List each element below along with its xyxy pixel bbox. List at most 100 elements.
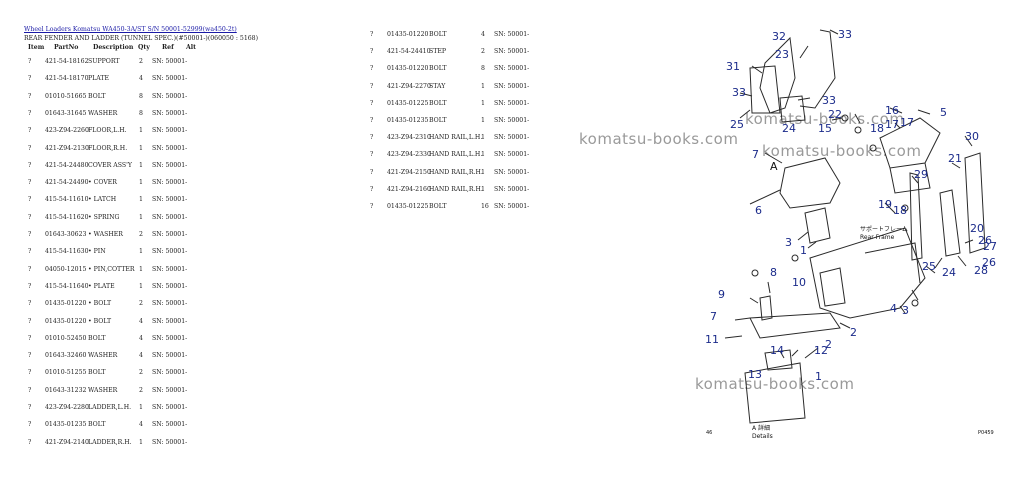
cell-item: ? <box>28 386 32 394</box>
cell-qty: 1 <box>139 265 143 273</box>
cell-description: BOLT <box>429 203 447 210</box>
callout-number: 26 <box>978 234 992 247</box>
callout-number: 19 <box>878 198 892 211</box>
cell-qty: 1 <box>139 127 143 135</box>
cell-partno: 01010-51255 <box>45 369 87 377</box>
callout-number: 16 <box>885 104 899 117</box>
callout-number: 17 <box>900 116 914 129</box>
figure-code: P0459 <box>978 430 994 436</box>
cell-qty: 1 <box>481 82 485 90</box>
cell-item: ? <box>370 185 374 193</box>
cell-qty: 8 <box>481 65 485 73</box>
callout-number: 25 <box>730 118 744 131</box>
cell-partno: 421-54-24480 <box>45 161 89 169</box>
cell-ref: SN: 50001- <box>152 161 188 169</box>
cell-partno: 01010-52450 <box>45 334 87 342</box>
frame-label-jp: サポートフレーム <box>860 225 908 233</box>
cell-description: • PLATE <box>88 282 115 290</box>
cell-ref: SN: 50001- <box>494 99 530 107</box>
cell-ref: SN: 50001- <box>494 31 530 38</box>
cell-description: HAND RAIL,R.H. <box>429 168 483 176</box>
callout-number: 6 <box>755 204 762 217</box>
callout-number: 24 <box>782 122 796 135</box>
callout-number: 33 <box>732 86 746 99</box>
cell-partno: 01643-30623 <box>45 231 87 238</box>
callout-number: 9 <box>718 288 725 301</box>
breadcrumb-link[interactable]: Wheel Loaders Komatsu WA450-3A/ST S/N 50… <box>24 26 237 33</box>
cell-description: LADDER,L.H. <box>88 404 132 411</box>
cell-item: ? <box>28 438 32 446</box>
header-item: Item <box>28 44 45 51</box>
cell-item: ? <box>28 231 32 238</box>
callout-number: 33 <box>838 28 852 41</box>
cell-partno: 421-54-24490 <box>45 179 89 187</box>
cell-ref: SN: 50001- <box>152 300 188 308</box>
cell-qty: 1 <box>139 404 143 411</box>
page-code-left: 46 <box>706 430 712 436</box>
cell-partno: 01435-01220 <box>387 31 429 38</box>
cell-qty: 1 <box>139 282 143 290</box>
callout-number: 4 <box>890 302 897 315</box>
callout-number: 12 <box>814 344 828 357</box>
cell-qty: 1 <box>481 151 485 159</box>
cell-item: ? <box>28 196 32 204</box>
cell-description: BOLT <box>88 421 106 429</box>
cell-description: FLOOR,L.H. <box>88 127 127 135</box>
cell-item: ? <box>370 65 374 73</box>
cell-description: BOLT <box>429 31 447 38</box>
callout-number: 23 <box>775 48 789 61</box>
cell-item: ? <box>28 265 32 273</box>
callout-number: 7 <box>710 310 717 323</box>
cell-partno: 421-Z94-2150 <box>387 168 431 176</box>
callout-number: 28 <box>974 264 988 277</box>
cell-item: ? <box>28 404 32 411</box>
cell-qty: 1 <box>139 196 143 204</box>
cell-qty: 4 <box>139 317 143 325</box>
cell-qty: 1 <box>139 438 143 446</box>
header-alt: Alt <box>186 44 197 51</box>
callout-number: 18 <box>870 122 884 135</box>
callout-number: 24 <box>942 266 956 279</box>
cell-ref: SN: 50001- <box>152 109 188 117</box>
cell-ref: SN: 50001- <box>152 231 188 238</box>
cell-ref: SN: 50001- <box>494 117 530 124</box>
cell-partno: 421-Z94-2130 <box>45 144 89 152</box>
cell-description: BOLT <box>88 369 106 377</box>
callout-number: 3 <box>785 236 792 249</box>
cell-ref: SN: 50001- <box>152 438 188 446</box>
cell-item: ? <box>28 352 32 360</box>
cell-ref: SN: 50001- <box>152 179 188 187</box>
cell-description: BOLT <box>88 334 106 342</box>
cell-qty: 4 <box>139 421 143 429</box>
callout-number: 31 <box>726 60 740 73</box>
cell-partno: 01435-01225 <box>387 203 429 210</box>
callout-number: 25 <box>922 260 936 273</box>
cell-description: STEP <box>429 48 447 56</box>
cell-description: HAND RAIL,R.H. <box>429 185 483 193</box>
cell-qty: 16 <box>481 203 489 210</box>
cell-item: ? <box>370 117 374 124</box>
cell-ref: SN: 50001- <box>152 369 188 377</box>
header-qty: Qty <box>138 44 150 51</box>
cell-ref: SN: 50001- <box>152 248 188 256</box>
cell-qty: 4 <box>139 334 143 342</box>
cell-qty: 4 <box>481 31 485 38</box>
cell-item: ? <box>370 82 374 90</box>
detail-label-jp: A 詳細 <box>752 424 770 432</box>
cell-ref: SN: 50001- <box>152 144 188 152</box>
callout-number: 32 <box>772 30 786 43</box>
cell-description: SUPPORT <box>88 58 120 65</box>
cell-ref: SN: 50001- <box>494 134 530 142</box>
cell-description: HAND RAIL,L.H. <box>429 151 483 159</box>
cell-qty: 1 <box>481 117 485 124</box>
cell-qty: 2 <box>139 231 143 238</box>
cell-description: BOLT <box>429 117 447 124</box>
cell-qty: 1 <box>139 161 143 169</box>
cell-ref: SN: 50001- <box>494 65 530 73</box>
cell-ref: SN: 50001- <box>152 92 188 100</box>
callout-number: 17 <box>885 118 899 131</box>
cell-description: FLOOR,R.H. <box>88 144 128 152</box>
cell-qty: 8 <box>139 109 143 117</box>
cell-partno: 01643-31232 <box>45 386 87 394</box>
